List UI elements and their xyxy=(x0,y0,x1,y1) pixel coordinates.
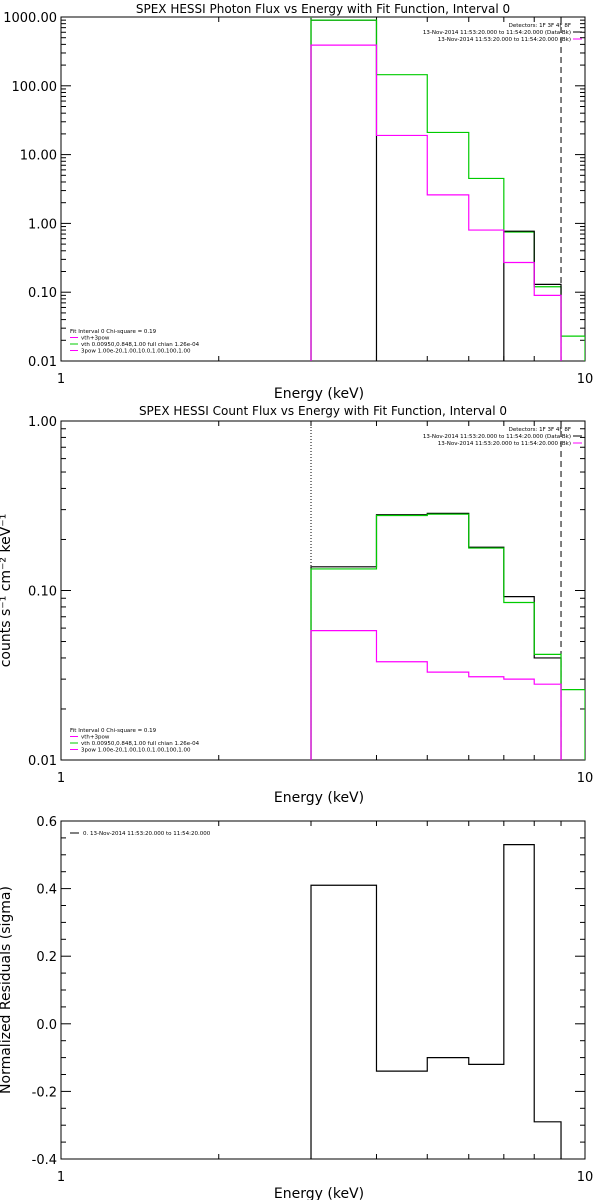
y-tick-label: 1.00 xyxy=(28,217,57,232)
x-tick-label: 10 xyxy=(577,372,594,387)
histogram-series-1 xyxy=(310,512,562,760)
chart-panel-3: 1 10 0.6 0.4 0.2 0.0 -0.2 -0.4 Energy (keV) Norma… xyxy=(0,815,593,1200)
histogram-series-3 xyxy=(503,230,562,361)
chart-title: SPEX HESSI Photon Flux vs Energy with Fi… xyxy=(136,2,510,16)
x-axis-title: Energy (keV) xyxy=(274,1186,364,1200)
info-text: 13-Nov-2014 11:53:20.000 to 11:54:20.000… xyxy=(438,37,571,43)
x-tick-label: 10 xyxy=(577,1170,594,1185)
info-text: 0. 13-Nov-2014 11:53:20.000 to 11:54:20.… xyxy=(83,831,211,837)
y-tick-label: 0.2 xyxy=(36,950,57,965)
x-tick-label: 10 xyxy=(577,771,594,786)
histogram-series-3 xyxy=(310,629,562,760)
y-tick-label: -0.4 xyxy=(32,1153,57,1168)
legend-entry: 3pow 1.00e-20,1.00,10.0,1.00,100,1.00 xyxy=(81,748,191,754)
y-tick-label: 100.00 xyxy=(12,80,58,95)
y-axis-title: Normalized Residuals (sigma) xyxy=(0,886,14,1094)
y-tick-label: 0.10 xyxy=(28,585,57,600)
legend-entry: vth+3pow xyxy=(81,336,110,342)
legend-header: Fit Interval 0 Chi-square = 0.19 xyxy=(70,329,157,335)
info-text: Detectors: 1F 3F 4F 8F xyxy=(509,427,571,433)
y-tick-label: 0.4 xyxy=(36,883,57,898)
y-tick-label: 1000.00 xyxy=(3,11,57,26)
chart-panel-2: 1 10 1.00 0.10 0.01 SPEX HESSI Count Flux vs … xyxy=(0,404,594,806)
x-axis-title: Energy (keV) xyxy=(274,790,364,806)
data-layer xyxy=(310,17,585,361)
histogram-series-1 xyxy=(310,19,378,361)
plot-frame xyxy=(60,16,586,362)
y-tick-label: 0.01 xyxy=(28,754,57,769)
x-tick-label: 1 xyxy=(57,771,65,786)
info-text: Detectors: 1F 3F 4F 8F xyxy=(509,23,571,29)
y-axis-title: counts s⁻¹ cm⁻² keV⁻¹ xyxy=(0,514,14,668)
legend-entry: vth+3pow xyxy=(81,735,110,741)
data-layer xyxy=(310,844,562,1159)
chart-panel-1: 1 10 1000.00 100.00 10.00 1.00 0.10 0.01 SPEX HE… xyxy=(3,2,594,402)
info-text: 13-Nov-2014 11:53:20.000 to 11:54:20.000… xyxy=(423,434,571,440)
legend-header: Fit Interval 0 Chi-square = 0.19 xyxy=(70,728,157,734)
plot-frame xyxy=(60,420,586,761)
y-tick-label: 0.6 xyxy=(36,815,57,830)
histogram-series-1 xyxy=(310,844,562,1159)
legend-entry: 3pow 1.00e-20,1.00,10.0,1.00,100,1.00 xyxy=(81,349,191,355)
y-tick-label: 1.00 xyxy=(28,415,57,430)
legend-entry: vth 0.00950,0.848,1.00 full chian 1.26e-… xyxy=(81,741,200,747)
histogram-series-2 xyxy=(310,19,585,361)
histogram-series-4 xyxy=(310,44,562,361)
info-text: 13-Nov-2014 11:53:20.000 to 11:54:20.000… xyxy=(423,30,571,36)
data-layer xyxy=(310,421,585,760)
histogram-series-2 xyxy=(310,513,585,760)
y-tick-label: -0.2 xyxy=(32,1085,57,1100)
plot-frame xyxy=(60,820,586,1160)
y-tick-label: 10.00 xyxy=(20,149,57,164)
y-tick-label: 0.01 xyxy=(28,355,57,370)
chart-title: SPEX HESSI Count Flux vs Energy with Fit… xyxy=(139,404,507,418)
y-tick-label: 0.0 xyxy=(36,1018,57,1033)
y-tick-label: 0.10 xyxy=(28,286,57,301)
x-axis-title: Energy (keV) xyxy=(274,386,364,402)
legend-entry: vth 0.00950,0.848,1.00 full chian 1.26e-… xyxy=(81,342,200,348)
x-tick-label: 1 xyxy=(57,1170,65,1185)
info-text: 13-Nov-2014 11:53:20.000 to 11:54:20.000… xyxy=(438,441,571,447)
x-tick-label: 1 xyxy=(57,372,65,387)
